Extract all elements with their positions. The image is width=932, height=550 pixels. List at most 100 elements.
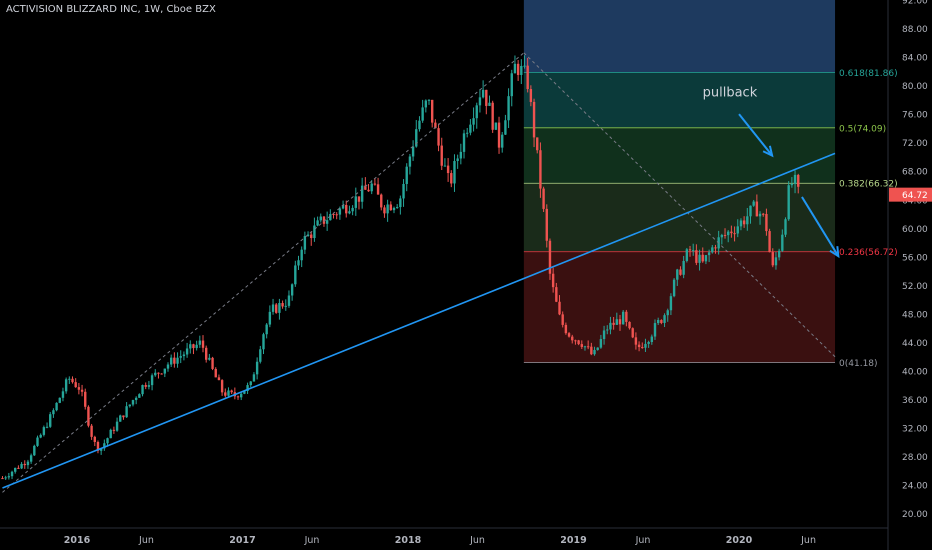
candle-body bbox=[427, 99, 431, 101]
candle-body bbox=[271, 304, 275, 312]
candle-body bbox=[345, 204, 348, 214]
candle-body bbox=[392, 207, 396, 211]
candle-body bbox=[430, 99, 434, 123]
candle-body bbox=[469, 124, 472, 133]
candle-body bbox=[29, 455, 33, 462]
candle-body bbox=[259, 349, 262, 362]
axis-lines bbox=[0, 0, 889, 550]
candle-body bbox=[189, 344, 192, 349]
candle-body bbox=[402, 183, 405, 199]
candle-body bbox=[777, 250, 781, 258]
fib-zone-0 bbox=[523, 0, 836, 73]
candle-body bbox=[443, 165, 447, 167]
candle-body bbox=[577, 340, 580, 345]
candle-body bbox=[711, 247, 714, 253]
candle-body bbox=[736, 226, 739, 234]
y-tick-label: 80.00 bbox=[902, 82, 928, 92]
candle-body bbox=[246, 385, 249, 391]
candle-body bbox=[109, 429, 112, 439]
candle-body bbox=[230, 390, 233, 393]
candle-body bbox=[749, 205, 752, 217]
candle-body bbox=[144, 385, 147, 387]
candle-body bbox=[265, 324, 268, 335]
candle-body bbox=[192, 344, 195, 349]
candle-body bbox=[134, 397, 138, 401]
candle-body bbox=[440, 145, 443, 166]
candle-body bbox=[434, 122, 437, 129]
candle-body bbox=[755, 201, 759, 217]
y-tick-label: 56.00 bbox=[902, 253, 928, 263]
candle-body bbox=[354, 196, 357, 208]
last-price-badge[interactable] bbox=[889, 187, 932, 202]
candle-body bbox=[768, 231, 771, 253]
fib-zone-2 bbox=[523, 127, 836, 184]
candle-body bbox=[574, 340, 577, 342]
candle-body bbox=[150, 375, 154, 386]
candle-body bbox=[488, 102, 491, 106]
candle-body bbox=[112, 429, 116, 431]
time-axis[interactable]: 2016 Jun 2017 Jun 2018 Jun 2019 Jun 2020 Jun bbox=[64, 535, 816, 546]
candle-body bbox=[268, 311, 272, 325]
candle-body bbox=[179, 356, 182, 358]
candle-body bbox=[676, 269, 679, 280]
candle-body bbox=[290, 284, 294, 296]
candle-body bbox=[720, 234, 724, 238]
candle-body bbox=[405, 166, 408, 184]
candle-body bbox=[364, 185, 367, 190]
candle-body bbox=[411, 146, 415, 157]
candle-body bbox=[510, 73, 513, 97]
candle-body bbox=[790, 183, 794, 186]
candle-body bbox=[618, 319, 622, 325]
candle-body bbox=[182, 354, 186, 357]
x-tick-label: 2018 bbox=[395, 535, 422, 546]
candle-body bbox=[497, 122, 501, 148]
candle-body bbox=[122, 415, 125, 418]
candle-body bbox=[348, 211, 351, 214]
candle-body bbox=[571, 336, 574, 341]
fib-level-labels: 0.618(81.86) 0.5(74.09) 0.382(66.32) 0.236(… bbox=[839, 69, 898, 369]
candle-body bbox=[4, 477, 7, 479]
dashed-line-0[interactable] bbox=[2, 52, 525, 493]
candle-body bbox=[739, 220, 743, 227]
arrow-head-1 bbox=[829, 246, 840, 259]
y-tick-label: 92.00 bbox=[902, 0, 928, 7]
candle-body bbox=[128, 404, 132, 407]
candlesticks bbox=[1, 55, 800, 480]
candle-body bbox=[539, 150, 542, 189]
price-axis[interactable]: 20.00 24.00 28.00 32.00 36.00 40.00 44.00 48.00… bbox=[889, 0, 932, 520]
candle-body bbox=[475, 105, 478, 119]
candle-body bbox=[679, 269, 682, 275]
candle-body bbox=[185, 348, 189, 355]
candle-body bbox=[621, 311, 625, 325]
candle-body bbox=[278, 303, 281, 313]
candle-body bbox=[163, 368, 167, 374]
drawing-lines[interactable] bbox=[2, 52, 836, 493]
candle-body bbox=[373, 183, 377, 185]
candle-body bbox=[606, 329, 609, 331]
candle-body bbox=[77, 387, 81, 390]
candle-body bbox=[631, 328, 634, 338]
candle-body bbox=[415, 129, 418, 147]
candle-body bbox=[64, 379, 68, 392]
candle-body bbox=[660, 320, 663, 323]
trendline[interactable] bbox=[2, 152, 836, 489]
y-tick-label: 28.00 bbox=[902, 453, 928, 463]
candle-body bbox=[322, 216, 326, 224]
candle-body bbox=[23, 463, 26, 466]
candle-body bbox=[472, 118, 475, 125]
x-tick-label: Jun bbox=[304, 535, 320, 546]
x-tick-label: 2016 bbox=[64, 535, 91, 546]
candle-body bbox=[634, 337, 638, 345]
candle-body bbox=[593, 349, 596, 355]
dashed-line-1[interactable] bbox=[523, 52, 836, 358]
x-tick-label: Jun bbox=[469, 535, 485, 546]
candle-body bbox=[240, 393, 243, 398]
y-tick-label: 44.00 bbox=[902, 339, 928, 349]
candle-body bbox=[596, 347, 599, 350]
candle-body bbox=[536, 137, 539, 151]
y-tick-label: 72.00 bbox=[902, 139, 928, 149]
candle-body bbox=[590, 346, 593, 355]
candle-body bbox=[386, 204, 389, 214]
fib-label-1: 0.5(74.09) bbox=[839, 124, 886, 134]
